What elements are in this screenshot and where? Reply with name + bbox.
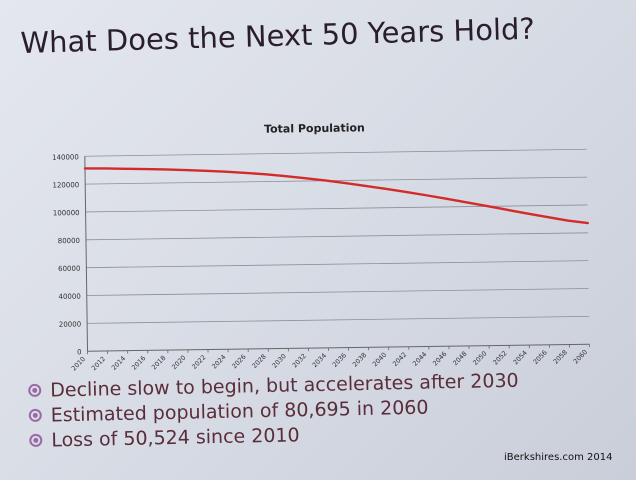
x-tick-label: 2038: [351, 351, 368, 368]
data-point: [345, 182, 348, 185]
y-tick-label: 140000: [52, 153, 79, 161]
gridline: [86, 288, 589, 296]
x-tick-label: 2042: [391, 351, 408, 368]
y-tick-label: 100000: [53, 209, 80, 217]
x-tick-label: 2036: [331, 351, 348, 368]
x-tick-label: 2022: [190, 353, 207, 370]
x-tick-label: 2020: [170, 354, 187, 371]
bullet-circle-icon: [28, 383, 42, 397]
data-point: [224, 170, 227, 173]
data-point: [586, 222, 589, 224]
chart-gridlines: [84, 148, 590, 324]
data-point: [546, 216, 549, 218]
x-tick-label: 2044: [411, 350, 428, 367]
bullet-list: Decline slow to begin, but accelerates a…: [28, 368, 520, 453]
gridline: [87, 315, 590, 324]
data-point: [285, 175, 287, 178]
data-point: [526, 212, 529, 215]
y-tick-label: 120000: [52, 181, 79, 189]
x-tick-label: 2018: [150, 354, 167, 371]
chart-series: [83, 167, 589, 225]
data-point: [385, 188, 388, 190]
x-tick-label: 2032: [291, 352, 308, 369]
x-tick-label: 2060: [572, 348, 589, 365]
bullet-circle-icon: [28, 408, 42, 422]
gridline: [85, 232, 588, 241]
data-point: [124, 167, 127, 170]
y-tick-label: 80000: [58, 237, 80, 245]
data-point: [466, 201, 468, 204]
data-point: [445, 197, 448, 200]
x-tick-label: 2026: [230, 353, 247, 370]
gridline: [84, 148, 587, 157]
data-point: [104, 167, 106, 170]
data-point: [184, 169, 187, 171]
x-tick-label: 2046: [431, 350, 448, 367]
x-tick-label: 2040: [371, 351, 388, 368]
data-point: [84, 167, 86, 170]
data-point: [506, 208, 509, 211]
bullet-circle-icon: [29, 433, 43, 447]
chart-axes: [84, 156, 590, 352]
data-point: [365, 185, 368, 187]
data-point: [204, 169, 207, 172]
data-point: [264, 173, 267, 176]
y-axis-ticks: 0 20000 40000 60000 80000 100000 120000 140000: [52, 153, 82, 356]
chart-title: Total Population: [264, 121, 365, 135]
x-tick-label: 2010: [70, 355, 87, 372]
y-tick-label: 20000: [59, 320, 81, 328]
gridline: [85, 176, 588, 185]
x-tick-label: 2016: [130, 354, 147, 371]
x-tick-label: 2050: [471, 349, 488, 366]
x-tick-label: 2034: [311, 352, 328, 369]
data-point: [144, 168, 147, 170]
x-tick-label: 2014: [110, 355, 127, 372]
watermark-text: iBerkshires.com 2014: [504, 452, 613, 463]
x-tick-label: 2056: [532, 349, 549, 366]
series-line: [83, 167, 589, 225]
y-axis-line: [84, 156, 89, 352]
data-point: [244, 172, 247, 174]
y-tick-label: 40000: [58, 293, 80, 301]
bullet-text: Loss of 50,524 since 2010: [51, 423, 300, 452]
x-tick-label: 2058: [552, 348, 569, 365]
data-point: [305, 177, 307, 180]
x-tick-label: 2054: [512, 349, 529, 366]
data-point: [425, 194, 428, 197]
x-tick-label: 2048: [451, 350, 468, 367]
gridline: [85, 204, 588, 213]
y-tick-label: 60000: [58, 265, 80, 273]
data-point: [566, 219, 569, 222]
data-point: [405, 191, 408, 193]
x-tick-label: 2052: [491, 349, 508, 366]
x-axis-line: [87, 343, 590, 352]
y-tick-label: 0: [77, 348, 82, 356]
x-tick-label: 2024: [210, 353, 227, 370]
x-tick-label: 2028: [251, 353, 268, 370]
x-tick-label: 2012: [90, 355, 107, 372]
data-point: [164, 168, 167, 171]
data-point: [325, 179, 328, 182]
gridline: [86, 260, 589, 269]
x-tick-label: 2030: [271, 352, 288, 369]
data-point: [486, 205, 489, 207]
